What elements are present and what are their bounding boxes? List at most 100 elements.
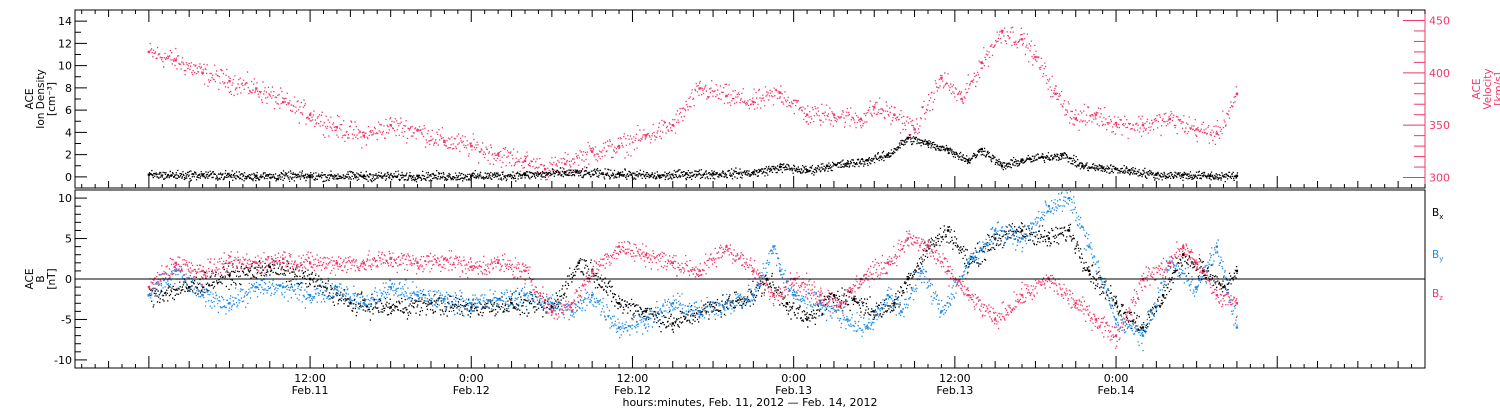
bx-series-point <box>946 229 950 232</box>
velocity-series <box>147 26 1239 181</box>
density-tick-label: 12 <box>58 37 72 50</box>
density-ylabel-line: ACE <box>24 89 36 110</box>
velocity-series-point <box>805 113 809 116</box>
velocity-tick-label: 400 <box>1429 67 1450 80</box>
bz-series-point <box>1020 294 1024 297</box>
by-series-point <box>523 294 527 297</box>
bz-series-point <box>772 294 775 297</box>
by-series <box>147 189 1239 352</box>
by-series-point <box>644 318 648 321</box>
bx-series-point <box>1047 237 1051 240</box>
density-ylabel: ACE Ion Density [cm⁻³] <box>24 69 58 128</box>
by-series-point <box>255 285 258 289</box>
density-series-point <box>1081 164 1084 167</box>
velocity-series-point <box>1235 92 1239 95</box>
density-series-point <box>685 172 688 175</box>
bz-series-point <box>496 261 500 264</box>
density-ylabel-line: Ion Density <box>35 69 47 128</box>
velocity-series-point <box>832 113 836 116</box>
velocity-series-point <box>1168 117 1171 121</box>
bx-series-point <box>617 302 621 305</box>
bz-series-point <box>1182 245 1185 248</box>
velocity-series-point <box>470 144 473 148</box>
x-tick-day-label: Feb.13 <box>936 384 973 397</box>
bz-series-point <box>550 310 554 313</box>
velocity-series-point <box>960 97 963 101</box>
velocity-series-point <box>591 150 594 153</box>
by-series-point <box>1020 237 1024 240</box>
velocity-series-point <box>1141 124 1145 127</box>
velocity-series-point <box>698 87 701 90</box>
by-series-point <box>228 302 231 305</box>
by-series-point <box>1235 326 1239 329</box>
bz-series-point <box>201 269 204 273</box>
density-series-point <box>752 171 755 174</box>
x-tick-time-label: 12:00 <box>617 372 649 385</box>
velocity-series-point <box>893 113 896 116</box>
velocity-tick-label: 450 <box>1429 14 1450 27</box>
bx-series-point <box>1020 229 1024 232</box>
velocity-series-point <box>335 126 339 129</box>
by-series-point <box>335 285 339 289</box>
velocity-series-point <box>496 153 500 156</box>
legend-label-by: By <box>1432 249 1443 263</box>
density-series-point <box>926 142 930 145</box>
density-series-point <box>362 174 365 177</box>
bz-series-point <box>906 237 909 240</box>
bx-series-point <box>644 310 648 313</box>
velocity-series-point <box>752 100 755 104</box>
bx-series-point <box>1141 326 1145 329</box>
field-tick-label: 10 <box>58 192 72 205</box>
field-ylabel-line: ACE <box>24 269 36 290</box>
bz-series-point <box>335 261 339 264</box>
bx-series-point <box>550 306 554 309</box>
bz-series-point <box>1114 334 1118 337</box>
by-series-point <box>792 294 795 297</box>
velocity-series-point <box>873 106 876 109</box>
by-series-point <box>671 302 674 305</box>
by-series-point <box>1215 245 1218 248</box>
bz-series-point <box>946 269 950 273</box>
bz-series-point <box>1195 261 1198 264</box>
by-series-point <box>201 294 204 297</box>
by-series-point <box>940 310 943 313</box>
bz-series-point <box>839 302 842 305</box>
legend-label-bz: Bz <box>1432 288 1443 302</box>
bz-series-point <box>819 294 822 297</box>
bz-series-point <box>1235 302 1239 305</box>
x-tick-day-label: Feb.11 <box>292 384 329 397</box>
x-tick-day-label: Feb.14 <box>1098 384 1135 397</box>
by-series-point <box>174 269 177 273</box>
x-tick-time-label: 12:00 <box>939 372 971 385</box>
velocity-tick-label: 300 <box>1429 172 1450 185</box>
bz-series-point <box>416 261 419 264</box>
bx-series-point <box>852 298 856 301</box>
x-tick-day-label: Feb.13 <box>775 384 812 397</box>
bx-series-point <box>832 294 836 297</box>
by-series-point <box>772 245 775 248</box>
velocity-ylabel-line: ACE <box>1471 79 1483 100</box>
by-series-point <box>967 261 970 264</box>
density-series-point <box>523 173 527 176</box>
by-series-point <box>993 229 997 232</box>
density-series-point <box>255 174 258 177</box>
density-series-point <box>308 174 312 177</box>
bz-series-point <box>671 261 674 264</box>
bx-series-point <box>1202 269 1205 273</box>
bx-series-point <box>1161 294 1165 297</box>
bx-series-point <box>470 306 473 309</box>
x-axis-title: hours:minutes, Feb. 11, 2012 — Feb. 14, … <box>622 396 877 409</box>
density-tick-label: 6 <box>65 104 72 117</box>
bx-series-point <box>893 302 896 305</box>
bz-series-point <box>228 261 231 264</box>
density-series-point <box>805 169 809 172</box>
field-ylabel: ACE B [nT] <box>24 268 58 289</box>
velocity-series-point <box>1034 55 1037 59</box>
bx-series-point <box>228 273 231 277</box>
velocity-series-point <box>362 134 365 137</box>
bz-series-point <box>644 253 648 256</box>
velocity-series-point <box>308 113 312 116</box>
bz-series-point <box>570 302 574 305</box>
x-tick-time-label: 0:00 <box>1104 372 1129 385</box>
x-tick-day-label: Feb.12 <box>453 384 490 397</box>
